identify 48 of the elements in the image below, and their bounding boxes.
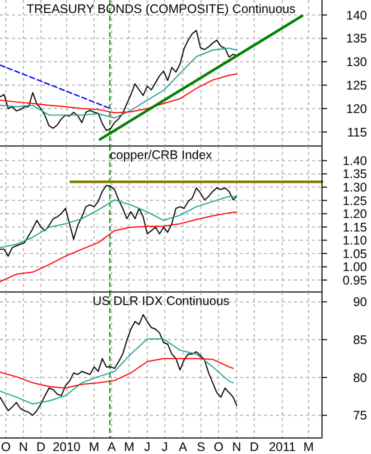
y-tick-label: 90 xyxy=(353,295,368,310)
line-series xyxy=(0,196,238,248)
y-tick-label: 1.20 xyxy=(342,207,368,222)
y-tick-label: 85 xyxy=(353,333,368,348)
line-series xyxy=(0,48,238,118)
y-tick-label: 130 xyxy=(346,55,368,70)
y-tick-label: 0.95 xyxy=(342,273,368,288)
x-tick-label: J xyxy=(144,440,150,454)
x-tick-label: M xyxy=(124,440,134,454)
line-series xyxy=(0,212,238,282)
y-tick-label: 1.10 xyxy=(342,234,368,248)
x-tick-label: M xyxy=(88,440,100,454)
y-tick-label: 125 xyxy=(346,78,368,93)
x-tick-label: M xyxy=(303,440,314,454)
line-series xyxy=(0,358,234,389)
y-tick-label: 1.25 xyxy=(342,194,368,208)
x-tick-label: J xyxy=(162,440,168,454)
line-series xyxy=(0,314,238,416)
line-series xyxy=(0,73,238,114)
y-tick-label: 1.30 xyxy=(342,180,368,195)
x-tick-label: 2010 xyxy=(52,440,81,454)
x-tick-label: D xyxy=(36,440,46,454)
x-tick-label: D xyxy=(250,440,259,454)
y-tick-label: 1.15 xyxy=(342,220,368,234)
x-tick-label: 2011 xyxy=(268,440,296,454)
y-tick-label: 75 xyxy=(353,408,368,423)
y-tick-label: 1.40 xyxy=(342,154,368,168)
x-tick-label: N xyxy=(232,440,242,454)
y-tick-label: 1.35 xyxy=(342,167,368,182)
y-tick-label: 140 xyxy=(346,8,368,22)
x-tick-label: N xyxy=(18,440,28,454)
y-tick-label: 1.00 xyxy=(342,260,368,274)
chart-title: US DLR IDX Continuous xyxy=(92,294,230,308)
x-tick-label: A xyxy=(107,440,116,454)
chart-title: TREASURY BONDS (COMPOSITE) Continuous xyxy=(26,2,296,16)
y-tick-label: 115 xyxy=(347,125,368,140)
y-tick-label: 120 xyxy=(346,102,368,116)
x-tick-label: A xyxy=(178,440,188,454)
chart-title: copper/CRB Index xyxy=(110,148,213,162)
y-tick-label: 135 xyxy=(346,32,368,46)
y-tick-label: 80 xyxy=(353,370,368,385)
line-series xyxy=(0,338,234,405)
line-series xyxy=(0,185,238,257)
x-tick-label: O xyxy=(214,440,224,454)
x-tick-label: O xyxy=(0,440,11,454)
x-tick-label: S xyxy=(196,440,206,454)
y-tick-label: 1.05 xyxy=(342,246,368,261)
line-series xyxy=(0,30,238,132)
